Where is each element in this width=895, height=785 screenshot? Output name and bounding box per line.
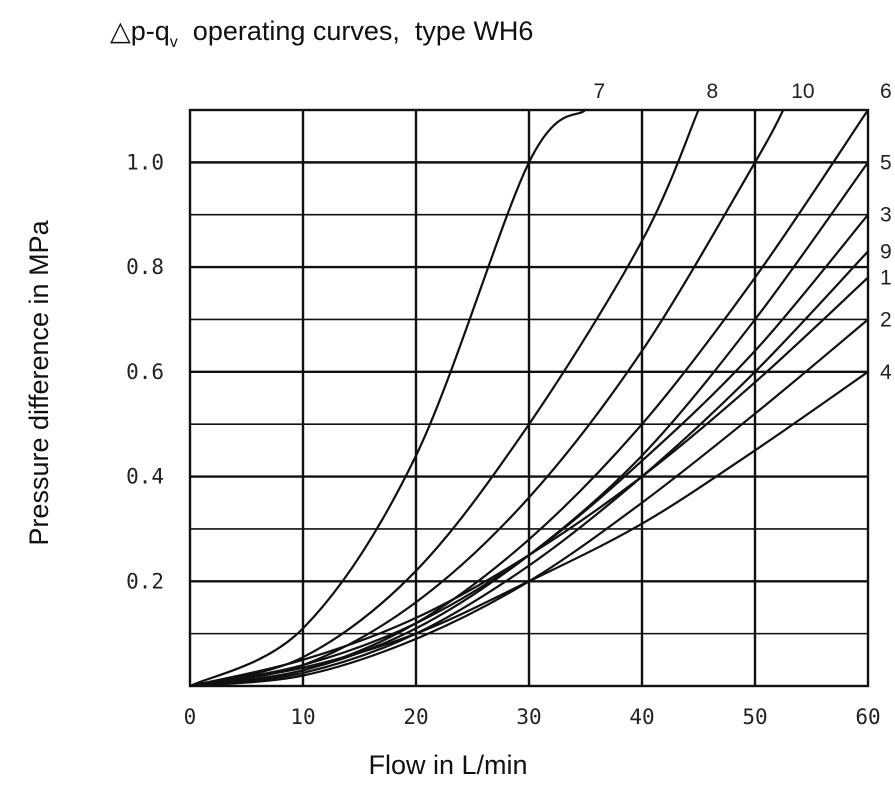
curve-label-10: 10 [791, 80, 814, 103]
curve-label-5: 5 [880, 151, 892, 174]
curve-1 [189, 276, 869, 688]
tick-labels: 0 10 20 30 40 50 60 0.2 0.4 0.6 0.8 1.0 [126, 150, 881, 729]
y-tick-label: 0.2 [126, 569, 164, 593]
curve-label-8: 8 [707, 80, 719, 103]
y-tick-label: 0.4 [126, 465, 164, 489]
x-tick-label: 50 [742, 705, 767, 729]
x-tick-label: 40 [629, 705, 654, 729]
y-tick-label: 0.8 [126, 255, 164, 279]
chart-title-subscript: v [170, 34, 178, 51]
x-tick-label: 30 [516, 705, 541, 729]
y-axis-title: Pressure difference in MPa [24, 219, 54, 545]
x-tick-label: 20 [403, 705, 428, 729]
curve-label-4: 4 [880, 361, 892, 384]
y-tick-label: 0.6 [126, 360, 164, 384]
plot-frame [188, 108, 870, 688]
curve-label-2: 2 [880, 308, 892, 331]
curve-10 [189, 109, 785, 688]
curve-8 [189, 109, 700, 688]
grid [190, 110, 868, 686]
x-axis-title: Flow in L/min [368, 750, 527, 780]
curve-9 [189, 250, 869, 688]
curve-label-9: 9 [880, 240, 892, 263]
curve-label-1: 1 [880, 267, 892, 290]
chart-title-main: △p-q [110, 16, 170, 46]
curve-4 [189, 370, 869, 688]
curve-7 [189, 109, 587, 687]
curve-labels: 7 8 10 6 5 3 9 1 2 4 [594, 80, 893, 384]
curves [189, 109, 869, 688]
curve-3 [189, 213, 869, 688]
curve-label-6: 6 [880, 80, 892, 103]
curve-label-7: 7 [594, 80, 606, 103]
chart-title-rest: operating curves, type WH6 [178, 16, 534, 46]
x-tick-label: 0 [184, 705, 197, 729]
chart-title: △p-qv operating curves, type WH6 [110, 16, 533, 51]
y-tick-label: 1.0 [126, 150, 164, 174]
x-tick-label: 60 [855, 705, 880, 729]
x-tick-label: 10 [290, 705, 315, 729]
curve-label-3: 3 [880, 204, 892, 227]
